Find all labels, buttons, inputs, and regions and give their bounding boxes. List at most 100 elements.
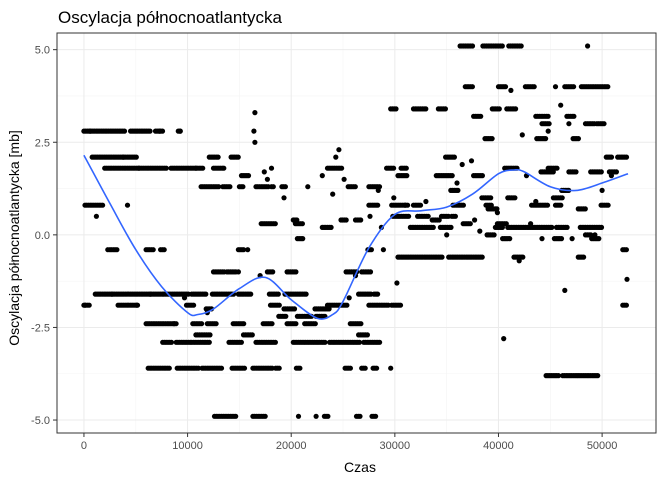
data-point xyxy=(605,202,611,208)
data-point xyxy=(87,128,93,134)
data-point xyxy=(305,184,311,190)
data-point xyxy=(319,173,325,179)
data-point xyxy=(245,247,251,253)
data-point xyxy=(623,247,630,253)
data-point xyxy=(100,202,106,208)
data-point xyxy=(341,176,347,182)
data-point xyxy=(391,165,397,171)
data-point xyxy=(598,224,605,230)
data-point xyxy=(423,198,429,205)
data-point xyxy=(477,228,483,234)
data-point xyxy=(251,128,257,134)
data-point xyxy=(581,254,587,260)
x-tick-label: 40000 xyxy=(483,440,514,452)
data-point xyxy=(496,106,502,112)
data-point xyxy=(150,247,156,253)
data-point xyxy=(554,165,560,171)
data-point xyxy=(403,165,409,171)
data-point xyxy=(252,139,258,145)
y-axis-label: Oscylacja północnoatlantycka [mb] xyxy=(6,130,22,346)
data-point xyxy=(121,128,128,134)
data-point xyxy=(375,202,381,208)
data-point xyxy=(439,254,445,260)
data-point xyxy=(368,247,374,253)
data-point xyxy=(377,339,383,345)
data-point xyxy=(235,154,241,160)
data-point xyxy=(394,280,400,286)
data-point xyxy=(562,287,568,293)
x-tick-label: 50000 xyxy=(587,440,618,452)
data-point xyxy=(459,161,465,168)
panel-border xyxy=(56,32,657,434)
data-point xyxy=(499,43,505,49)
data-point xyxy=(124,202,131,208)
y-tick-label: -5.0 xyxy=(31,415,50,427)
data-point xyxy=(206,339,212,345)
data-point xyxy=(391,195,397,201)
data-point xyxy=(444,232,450,238)
data-point xyxy=(221,165,227,171)
data-point xyxy=(608,154,615,160)
data-point xyxy=(494,210,500,216)
data-point xyxy=(261,169,267,175)
data-point xyxy=(293,321,299,327)
x-tick-label: 10000 xyxy=(172,440,203,452)
data-point xyxy=(582,206,588,212)
data-point xyxy=(417,202,424,208)
data-point xyxy=(325,413,331,419)
data-point xyxy=(513,106,519,112)
data-point xyxy=(566,121,572,127)
data-point xyxy=(163,165,169,171)
data-point xyxy=(454,180,460,186)
data-point xyxy=(147,128,153,134)
smooth-trend-line xyxy=(83,154,629,320)
data-point xyxy=(488,195,494,201)
data-point xyxy=(402,202,408,208)
data-point xyxy=(449,173,455,179)
data-point xyxy=(109,291,115,297)
data-point xyxy=(120,154,126,160)
data-point xyxy=(375,187,381,193)
data-point xyxy=(528,221,534,227)
data-point xyxy=(276,302,282,308)
data-point xyxy=(373,413,379,419)
data-point xyxy=(215,154,221,160)
data-point xyxy=(203,291,209,297)
data-point xyxy=(157,128,163,134)
data-point xyxy=(613,169,620,175)
data-point xyxy=(549,224,555,230)
data-point xyxy=(601,121,607,127)
data-point xyxy=(571,113,577,119)
x-tick-label: 20000 xyxy=(276,440,307,452)
data-point xyxy=(358,217,364,223)
data-point xyxy=(544,202,551,208)
data-point xyxy=(502,84,509,90)
data-point xyxy=(608,173,615,179)
data-point xyxy=(552,84,559,90)
data-point xyxy=(558,236,565,242)
data-point xyxy=(599,187,605,193)
data-point xyxy=(161,247,167,253)
data-point xyxy=(558,102,564,108)
data-point xyxy=(499,224,505,230)
data-point xyxy=(380,247,386,253)
data-point xyxy=(299,221,305,227)
data-point xyxy=(86,302,92,308)
data-point xyxy=(272,339,278,345)
data-point xyxy=(291,306,298,312)
data-point xyxy=(452,213,458,219)
data-point xyxy=(592,232,598,238)
data-point xyxy=(575,136,582,142)
data-point xyxy=(313,413,319,419)
data-point xyxy=(623,154,630,160)
data-point xyxy=(451,154,457,160)
x-axis-label: Czas xyxy=(344,459,376,475)
data-point xyxy=(423,106,429,112)
data-point xyxy=(358,321,364,327)
data-point xyxy=(241,247,247,253)
data-point xyxy=(216,184,222,190)
data-point xyxy=(564,224,570,230)
data-point xyxy=(303,291,309,297)
data-point xyxy=(367,213,373,219)
